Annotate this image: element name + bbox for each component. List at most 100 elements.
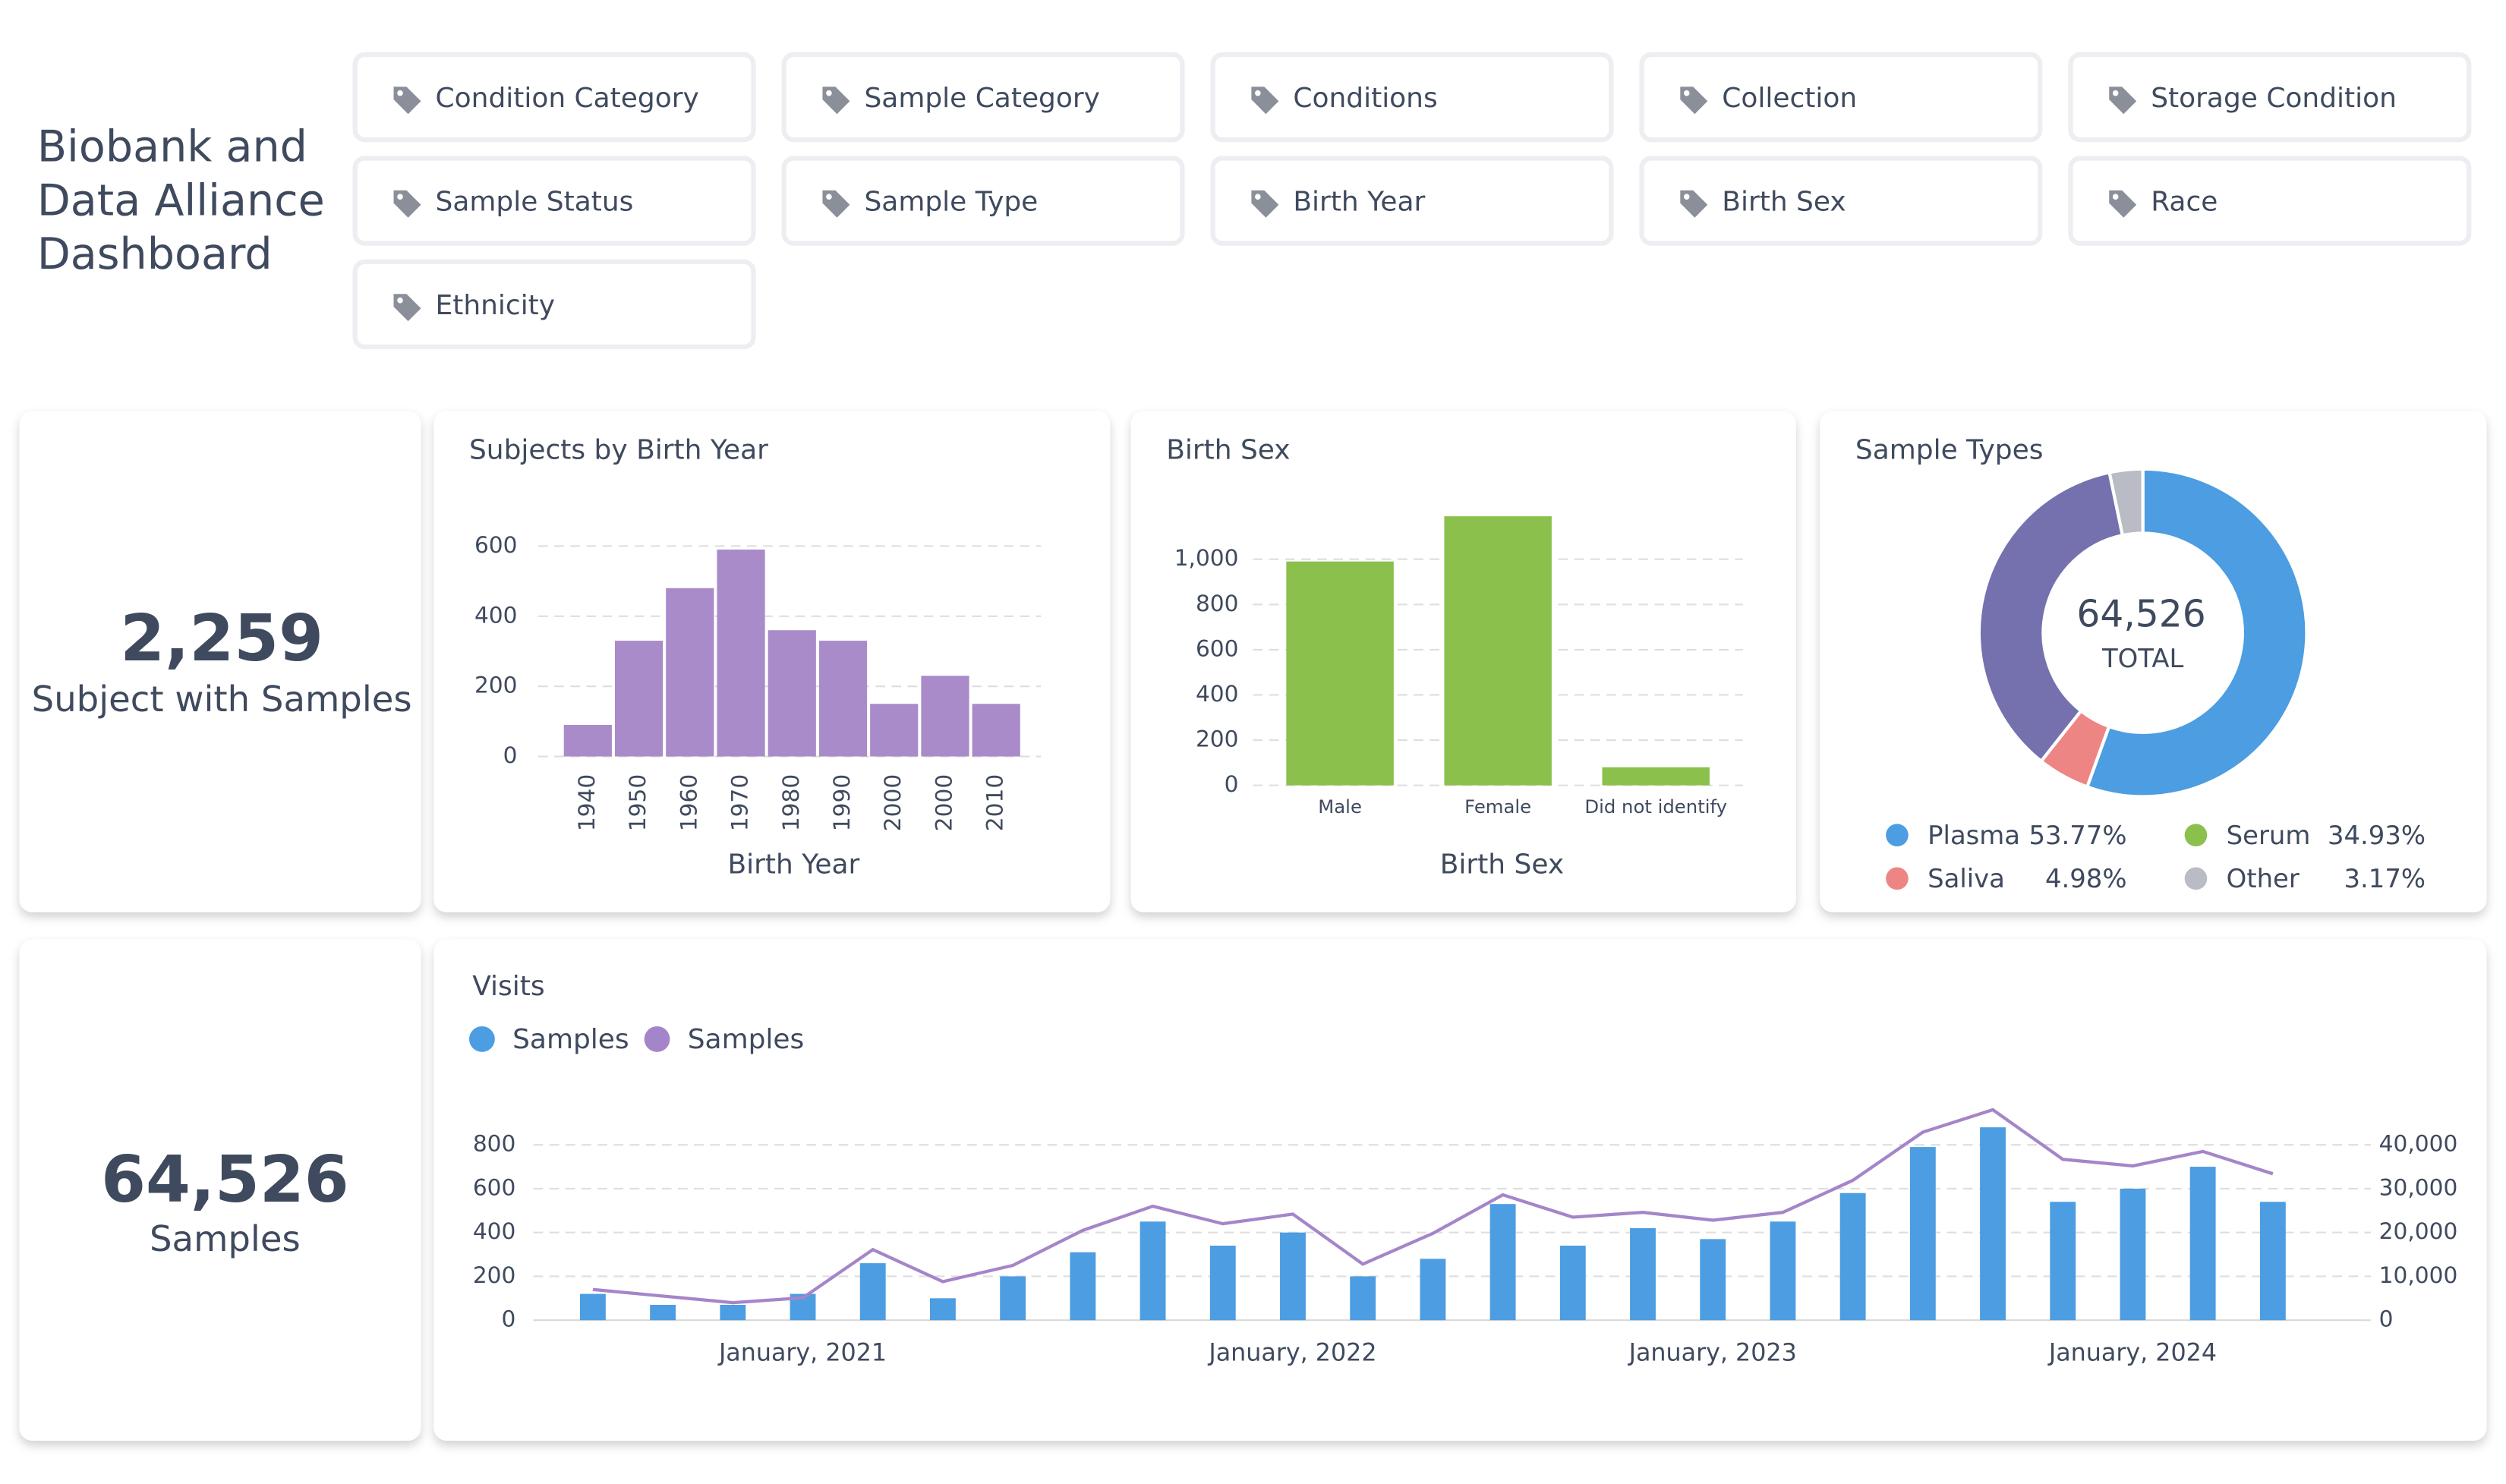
tag-hole xyxy=(1683,90,1690,96)
bar xyxy=(1140,1221,1166,1321)
legend-value: 34.93% xyxy=(2328,821,2426,850)
donut-slice xyxy=(2085,467,2309,799)
filter-button[interactable] xyxy=(2068,52,2472,143)
filter-label: Race xyxy=(2151,187,2218,218)
filter-button[interactable] xyxy=(1639,52,2043,143)
legend-label: Other xyxy=(2227,864,2300,893)
bar xyxy=(1350,1276,1376,1321)
x-tick-label: 2010 xyxy=(982,774,1008,831)
tag-hole xyxy=(2112,90,2119,96)
y-tick-label: 0 xyxy=(503,742,518,768)
x-tick-label: 2000 xyxy=(880,774,906,831)
y-tick-label: 1,000 xyxy=(1174,545,1239,571)
bar xyxy=(579,1293,606,1321)
x-tick-label: 1990 xyxy=(829,774,855,831)
x-tick-label: Female xyxy=(1464,796,1531,818)
filter-button[interactable] xyxy=(1210,156,1614,246)
legend-swatch xyxy=(2184,867,2208,890)
filter-label: Conditions xyxy=(1293,83,1437,114)
chart-title: Sample Types xyxy=(1855,435,2044,466)
y-tick-label: 400 xyxy=(474,602,518,628)
y2-tick-label: 40,000 xyxy=(2379,1131,2458,1157)
bar xyxy=(666,588,714,757)
bar xyxy=(1280,1232,1306,1321)
x-tick-label: January, 2023 xyxy=(1628,1340,1797,1367)
filter-button[interactable] xyxy=(2068,156,2472,246)
legend-swatch xyxy=(2184,824,2208,847)
bar xyxy=(720,1304,746,1321)
filter-label: Sample Category xyxy=(864,83,1099,114)
x-tick-label: 1970 xyxy=(727,774,753,831)
y-tick-label: 400 xyxy=(473,1218,516,1244)
legend-swatch xyxy=(1886,867,1909,890)
legend-label: Plasma xyxy=(1928,821,2020,850)
tag-hole xyxy=(2112,194,2119,200)
x-tick-label: 1950 xyxy=(625,774,651,831)
bar xyxy=(768,630,816,757)
filter-button[interactable] xyxy=(352,52,756,143)
y-tick-label: 0 xyxy=(1225,771,1239,797)
bar xyxy=(1489,1204,1516,1321)
bar xyxy=(1000,1276,1026,1321)
bar xyxy=(1559,1246,1586,1321)
kpi-value: 64,526 xyxy=(101,1142,349,1217)
tag-hole xyxy=(397,90,403,96)
legend-label: Samples xyxy=(512,1024,629,1055)
bar xyxy=(818,641,868,757)
y-tick-label: 200 xyxy=(1196,726,1239,752)
tag-hole xyxy=(826,90,832,96)
bar xyxy=(2259,1202,2286,1321)
kpi-label: Subject with Samples xyxy=(32,679,412,720)
filter-label: Sample Type xyxy=(864,187,1038,218)
bar xyxy=(859,1263,886,1321)
bar xyxy=(1980,1127,2006,1321)
filter-button[interactable] xyxy=(781,156,1185,246)
bar xyxy=(717,549,765,757)
kpi-value: 2,259 xyxy=(120,600,323,676)
x-tick-label: January, 2024 xyxy=(2047,1340,2217,1367)
bar xyxy=(650,1304,676,1321)
chart-title: Birth Sex xyxy=(1166,435,1290,466)
x-tick-label: January, 2021 xyxy=(717,1340,887,1367)
kpi-label: Samples xyxy=(150,1218,301,1259)
filter-label: Birth Sex xyxy=(1722,187,1846,218)
legend-label: Samples xyxy=(688,1024,805,1055)
donut-total: 64,526 xyxy=(2076,593,2205,635)
x-tick-label: 2000 xyxy=(931,774,957,831)
legend-swatch xyxy=(468,1026,495,1052)
filter-label: Sample Status xyxy=(436,187,634,218)
bar xyxy=(930,1298,956,1321)
y2-tick-label: 30,000 xyxy=(2379,1174,2458,1200)
filter-button[interactable] xyxy=(1639,156,2043,246)
bar xyxy=(1420,1259,1446,1321)
tag-hole xyxy=(826,194,832,200)
filter-button[interactable] xyxy=(352,156,756,246)
filter-button[interactable] xyxy=(352,259,756,350)
y-tick-label: 600 xyxy=(1196,635,1239,661)
y2-tick-label: 0 xyxy=(2379,1306,2394,1332)
kpi-card xyxy=(19,939,421,1441)
tag-hole xyxy=(1255,194,1261,200)
filter-label: Storage Condition xyxy=(2151,83,2397,114)
x-axis-label: Birth Sex xyxy=(1440,849,1564,880)
bar xyxy=(1209,1246,1236,1321)
filter-button[interactable] xyxy=(1210,52,1614,143)
y-tick-label: 0 xyxy=(502,1306,516,1332)
chart-card xyxy=(1820,411,2487,912)
bar xyxy=(1700,1239,1726,1321)
legend-value: 3.17% xyxy=(2344,864,2426,893)
bar xyxy=(1602,767,1710,786)
bar xyxy=(614,641,664,757)
bar xyxy=(1909,1147,1936,1321)
filter-label: Collection xyxy=(1722,83,1857,114)
filter-button[interactable] xyxy=(781,52,1185,143)
y-tick-label: 400 xyxy=(1196,681,1239,707)
filter-label: Condition Category xyxy=(436,83,699,114)
legend-swatch xyxy=(644,1026,670,1052)
tag-hole xyxy=(397,194,403,200)
filter-label: Birth Year xyxy=(1293,187,1425,218)
dashboard-title: Biobank and xyxy=(37,121,307,172)
y2-tick-label: 20,000 xyxy=(2379,1218,2458,1244)
